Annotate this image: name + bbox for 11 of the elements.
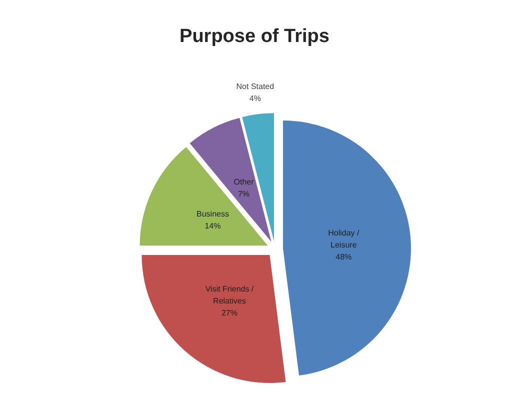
slice-label: Not Stated xyxy=(236,82,274,91)
chart-title: Purpose of Trips xyxy=(178,26,330,48)
data-label: 7% xyxy=(238,189,250,198)
data-label: 4% xyxy=(249,94,261,103)
slice-label: Holiday / Leisure xyxy=(328,228,360,250)
data-label: 14% xyxy=(204,221,221,230)
slice-label: Business xyxy=(196,209,229,218)
slice-label: Visit Friends / Relatives xyxy=(205,284,254,306)
slice-label: Other xyxy=(234,177,254,186)
data-label: 48% xyxy=(336,252,352,262)
data-label: 27% xyxy=(221,308,238,318)
